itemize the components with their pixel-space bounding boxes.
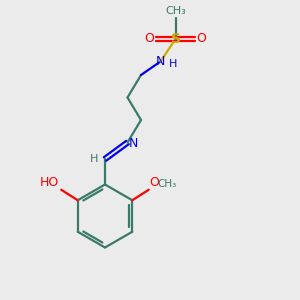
Text: HO: HO <box>40 176 59 188</box>
Text: H: H <box>90 154 98 164</box>
Text: N: N <box>156 55 165 68</box>
Text: O: O <box>149 176 159 189</box>
Text: CH₃: CH₃ <box>165 6 186 16</box>
Text: N: N <box>129 137 138 150</box>
Text: O: O <box>145 32 154 46</box>
Text: CH₃: CH₃ <box>158 178 177 189</box>
Text: H: H <box>169 59 177 69</box>
Text: O: O <box>196 32 206 46</box>
Text: S: S <box>170 32 181 46</box>
